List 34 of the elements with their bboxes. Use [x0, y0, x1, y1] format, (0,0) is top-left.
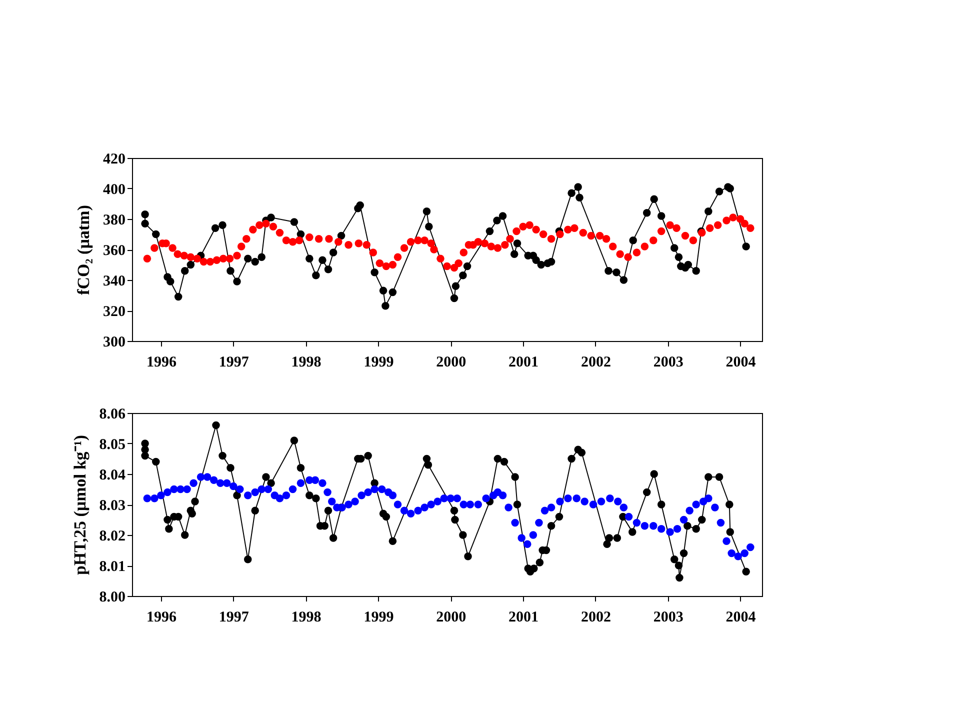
x-tick-label: 2002 — [580, 354, 611, 370]
x-tick-label: 1996 — [146, 610, 177, 626]
y-axis-title: fCO₂ (µatm) — [74, 205, 93, 295]
y-tick-label: 8.06 — [99, 406, 126, 422]
y-tick-label: 380 — [103, 212, 126, 228]
x-tick-label: 1996 — [146, 354, 177, 370]
x-tick-label: 2003 — [653, 610, 684, 626]
x-tick-label: 1997 — [218, 354, 250, 370]
y-tick-label: 420 — [103, 152, 126, 168]
y-tick-label: 300 — [103, 334, 126, 350]
x-tick-label: 2000 — [436, 610, 466, 626]
x-tick-label: 2001 — [508, 354, 539, 370]
x-tick-label: 1999 — [364, 354, 394, 370]
y-tick-label: 360 — [103, 243, 126, 259]
y-tick-label: 8.03 — [99, 498, 126, 514]
x-tick-label: 2004 — [726, 610, 756, 626]
x-tick-label: 2001 — [508, 610, 539, 626]
y-tick-label: 8.04 — [99, 468, 126, 484]
y-axis-title: pHT,25 (µmol kg⁻¹) — [70, 434, 90, 576]
x-tick-label: 1999 — [364, 610, 394, 626]
y-tick-label: 8.02 — [99, 528, 126, 544]
x-tick-label: 2004 — [726, 354, 756, 370]
x-tick-label: 2000 — [436, 354, 466, 370]
y-tick-label: 8.00 — [99, 590, 126, 606]
y-tick-label: 320 — [103, 304, 126, 320]
y-tick-label: 340 — [103, 274, 126, 290]
x-tick-label: 2003 — [653, 354, 684, 370]
y-tick-label: 400 — [103, 182, 126, 198]
y-tick-label: 8.05 — [99, 437, 126, 453]
x-tick-label: 1998 — [291, 610, 322, 626]
x-tick-label: 2002 — [580, 610, 611, 626]
x-tick-label: 1998 — [291, 354, 322, 370]
x-tick-label: 1997 — [218, 610, 250, 626]
y-tick-label: 8.01 — [99, 559, 126, 575]
